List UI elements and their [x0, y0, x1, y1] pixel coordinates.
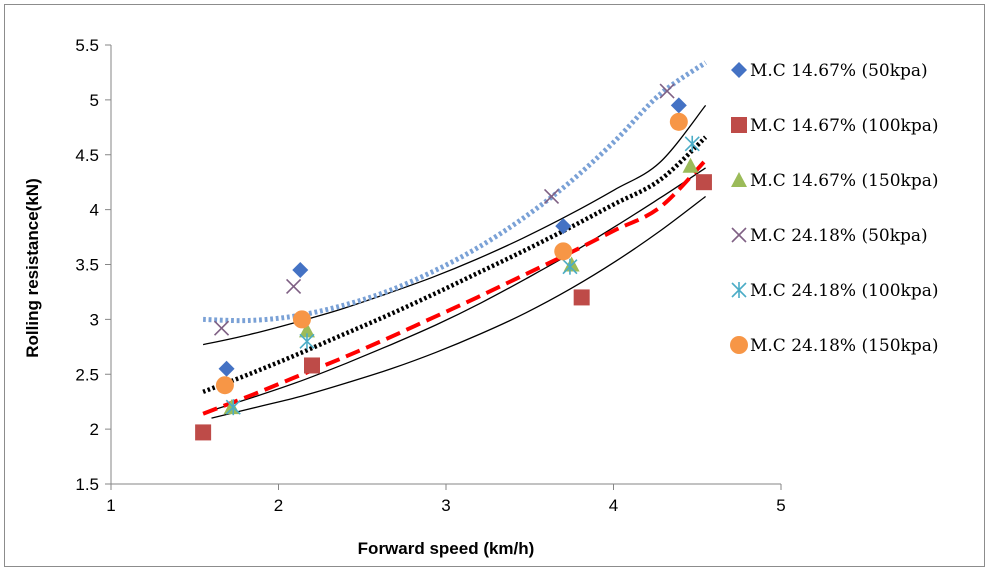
circle-marker: [669, 112, 688, 131]
diamond-marker: [731, 62, 747, 78]
y-tick-label: 5: [90, 91, 99, 110]
chart-frame: [4, 4, 985, 567]
y-tick-label: 3: [90, 310, 99, 329]
data-point: [213, 320, 230, 336]
triangle-marker: [731, 172, 747, 187]
circle-marker: [292, 310, 311, 329]
circle-marker: [215, 376, 234, 395]
legend-label: M.C 24.18% (100kpa): [750, 281, 938, 301]
legend-item: M.C 24.18% (150kpa): [730, 336, 938, 356]
y-tick-label: 5.5: [75, 36, 99, 55]
data-point: [554, 242, 573, 261]
legend-item: M.C 24.18% (50kpa): [731, 226, 928, 246]
legend-item: M.C 14.67% (100kpa): [731, 116, 938, 136]
y-tick-label: 2.5: [75, 365, 99, 384]
trendlines: [202, 60, 708, 419]
x-axis-title: Forward speed (km/h): [358, 539, 535, 558]
diamond-marker: [670, 97, 687, 114]
x-tick-label: 3: [441, 496, 450, 515]
data-point: [684, 135, 700, 152]
x-marker-stroke: [659, 83, 675, 99]
circle-marker: [554, 242, 573, 261]
data-point: [215, 376, 234, 395]
square-marker: [195, 424, 212, 441]
data-point: [195, 424, 212, 441]
trendline: [202, 135, 708, 394]
y-tick-label: 4: [90, 201, 99, 220]
data-point: [562, 258, 578, 275]
trendline: [211, 195, 706, 419]
data-point: [659, 83, 675, 99]
legend: M.C 14.67% (50kpa) M.C 14.67% (100kpa) M.C…: [730, 61, 938, 356]
legend-label: M.C 14.67% (150kpa): [750, 171, 938, 191]
square-marker: [304, 357, 320, 374]
data-point: [670, 97, 687, 114]
triangle-marker: [298, 322, 315, 338]
data-point: [543, 188, 560, 205]
legend-marker: [731, 62, 747, 78]
square-marker: [731, 117, 747, 133]
legend-item: M.C 24.18% (100kpa): [731, 281, 938, 301]
axes: [105, 44, 782, 490]
trendline: [202, 158, 708, 416]
y-axis-title: Rolling resistance(kN): [23, 178, 42, 358]
data-point: [286, 278, 302, 295]
trendline: [211, 167, 706, 412]
data-point: [298, 322, 315, 338]
x-marker-stroke: [213, 320, 230, 336]
data-point: [669, 112, 688, 131]
legend-item: M.C 14.67% (50kpa): [731, 61, 928, 81]
legend-marker: [730, 336, 748, 354]
x-marker-stroke: [543, 188, 560, 205]
tick-labels: 1.5 2 2.5 3 3.5 4 4.5 5 5.5 1 2 3 4 5: [75, 36, 785, 515]
legend-marker: [731, 227, 747, 243]
legend-label: M.C 24.18% (50kpa): [750, 226, 928, 246]
data-point: [682, 157, 699, 173]
data-point: [304, 357, 320, 374]
legend-marker: [731, 172, 747, 187]
y-tick-label: 2: [90, 420, 99, 439]
y-tick-label: 3.5: [75, 256, 99, 275]
data-point: [292, 310, 311, 329]
diamond-marker: [292, 261, 309, 278]
circle-marker: [730, 336, 748, 354]
legend-label: M.C 14.67% (100kpa): [750, 116, 938, 136]
data-point: [225, 399, 241, 416]
trendline: [203, 60, 708, 324]
data-point: [695, 174, 712, 191]
trendline: [202, 104, 707, 346]
legend-label: M.C 24.18% (150kpa): [750, 336, 938, 356]
triangle-marker: [682, 157, 699, 173]
x-tick-label: 1: [106, 496, 115, 515]
square-marker: [573, 289, 590, 306]
data-point: [299, 333, 315, 350]
data-point: [555, 218, 572, 235]
legend-marker: [731, 282, 747, 298]
y-tick-label: 1.5: [75, 475, 99, 494]
square-marker: [695, 174, 712, 191]
x-tick-label: 5: [776, 496, 785, 515]
x-marker-stroke: [286, 278, 302, 295]
x-tick-label: 2: [274, 496, 283, 515]
data-point: [218, 360, 235, 377]
x-marker-stroke: [731, 227, 747, 243]
legend-label: M.C 14.67% (50kpa): [750, 61, 928, 81]
diamond-marker: [218, 360, 235, 377]
x-tick-label: 4: [609, 496, 618, 515]
legend-item: M.C 14.67% (150kpa): [731, 171, 938, 191]
legend-marker: [731, 117, 747, 133]
diamond-marker: [555, 218, 572, 235]
data-point: [292, 261, 309, 278]
y-tick-label: 4.5: [75, 146, 99, 165]
data-points: [195, 83, 712, 441]
data-point: [573, 289, 590, 306]
